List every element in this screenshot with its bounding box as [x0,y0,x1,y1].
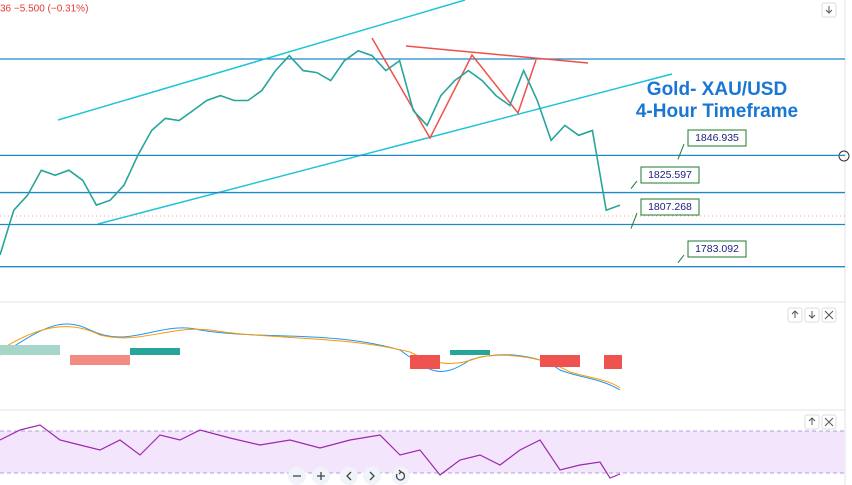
price-label: 1807.268 [648,201,692,213]
quote-header: 36 −5.500 (−0.31%) [0,4,88,15]
price-line [0,49,621,256]
pane-controls[interactable] [787,2,850,430]
macd-histogram [604,355,622,369]
label-pointer [677,254,685,264]
rsi-line [0,424,621,479]
pattern-line [405,45,589,64]
pattern-zigzag [371,37,537,140]
price-label: 1846.935 [695,132,739,144]
macd-histogram [450,350,490,355]
rsi-band [0,431,845,473]
price-label: 1825.597 [648,169,692,181]
label-pointer [630,212,638,229]
macd-histogram [0,345,60,355]
chart-title: Gold- XAU/USD [647,79,787,100]
macd-histogram [130,348,180,355]
price-label: 1783.092 [695,243,739,255]
trend-channel [97,73,673,225]
macd-histogram [540,355,580,367]
label-pointer [677,143,685,160]
label-box [640,166,700,184]
trend-channel [57,0,466,121]
label-pointer [630,180,638,189]
toolbar[interactable] [288,467,410,485]
macd-histogram [410,355,440,369]
label-box [687,240,747,258]
label-box [640,198,700,216]
label-box [687,129,747,147]
chart-subtitle: 4-Hour Timeframe [636,101,798,122]
macd-histogram [70,355,130,365]
